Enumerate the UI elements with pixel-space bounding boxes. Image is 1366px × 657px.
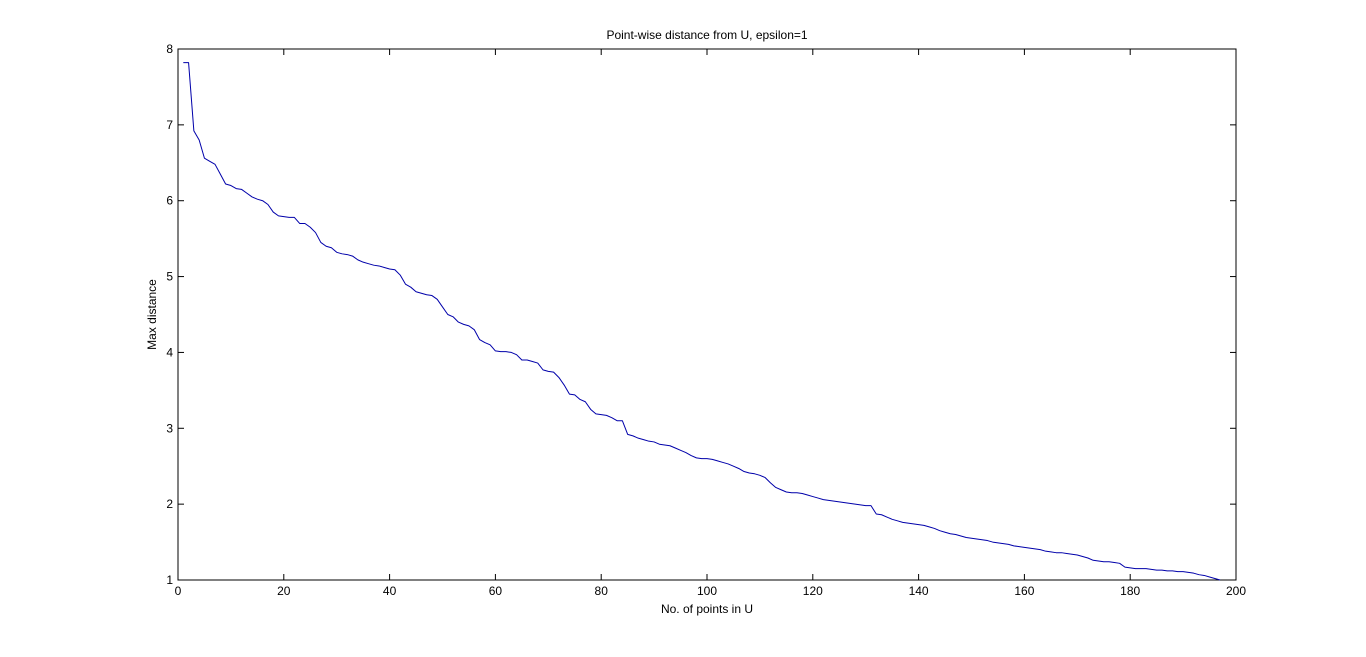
y-tick-label: 7 <box>166 118 173 132</box>
x-tick-label: 120 <box>803 584 823 598</box>
x-tick-label: 140 <box>909 584 929 598</box>
x-tick-label: 180 <box>1120 584 1140 598</box>
y-tick-label: 2 <box>166 497 173 511</box>
x-tick-label: 0 <box>175 584 182 598</box>
x-tick-label: 200 <box>1226 584 1246 598</box>
x-tick-label: 40 <box>383 584 397 598</box>
y-tick-label: 6 <box>166 194 173 208</box>
x-tick-label: 60 <box>489 584 503 598</box>
x-tick-label: 20 <box>277 584 291 598</box>
y-tick-label: 3 <box>166 421 173 435</box>
y-tick-label: 4 <box>166 345 173 359</box>
y-tick-label: 5 <box>166 270 173 284</box>
x-axis-label: No. of points in U <box>661 602 753 616</box>
y-tick-label: 1 <box>166 573 173 587</box>
y-axis-label: Max distance <box>145 279 159 350</box>
x-tick-label: 160 <box>1014 584 1034 598</box>
plot-area <box>178 49 1236 580</box>
x-tick-label: 80 <box>595 584 609 598</box>
y-tick-label: 8 <box>166 42 173 56</box>
x-tick-label: 100 <box>697 584 717 598</box>
chart-title: Point-wise distance from U, epsilon=1 <box>606 28 807 42</box>
